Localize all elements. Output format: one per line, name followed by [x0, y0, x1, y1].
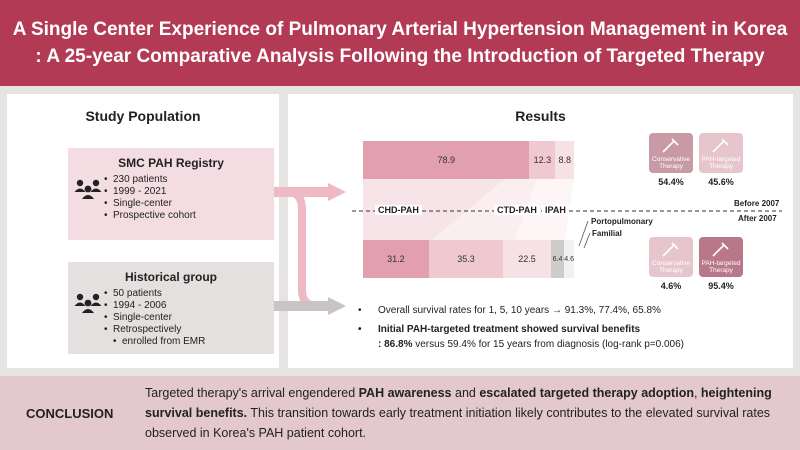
segment-label: 78.9: [437, 155, 455, 165]
historical-arrowhead: [328, 297, 346, 315]
conclusion-part: Targeted therapy's arrival engendered: [145, 386, 359, 400]
syringe-icon: [712, 138, 729, 153]
bar-segment-ipah: 8.8: [555, 141, 574, 179]
badge-label: PAH-targeted Therapy: [701, 156, 741, 170]
historical-list: 50 patients 1994 - 2006 Single-center Re…: [104, 288, 205, 348]
segment-label: 6.4: [552, 255, 563, 263]
targeted-pct-before: 45.6%: [708, 177, 734, 187]
connector-band-ctd: [432, 179, 537, 240]
title-line-2: : A 25-year Comparative Analysis Followi…: [35, 46, 765, 67]
historical-title: Historical group: [124, 270, 217, 284]
list-item: 1999 - 2021: [104, 186, 196, 198]
label-before-2007: Before 2007: [734, 199, 780, 208]
results-findings: • Overall survival rates for 1, 5, 10 ye…: [356, 303, 684, 352]
conclusion-label: CONCLUSION: [26, 406, 114, 421]
label-chd-pah: CHD-PAH: [375, 205, 422, 215]
label-ctd-pah: CTD-PAH: [494, 205, 540, 215]
list-item-continuation: enrolled from EMR: [104, 336, 205, 348]
conclusion-part: ,: [693, 386, 701, 400]
syringe-icon: [662, 242, 679, 257]
smc-registry-box: SMC PAH Registry 230 patients 1999 - 202…: [68, 148, 274, 240]
connector-band-chd: [363, 179, 505, 240]
targeted-therapy-badge: PAH-targeted Therapy: [699, 237, 743, 277]
segment-label: 8.8: [558, 155, 571, 165]
label-after-2007: After 2007: [738, 214, 777, 223]
conclusion-emphasis: PAH awareness: [358, 386, 452, 400]
badge-label: Conservative Therapy: [652, 156, 690, 170]
finding-targeted-text: Initial PAH-targeted treatment showed su…: [378, 324, 641, 335]
conclusion-part: This transition towards early treatment …: [145, 406, 771, 440]
list-item: Single-center: [104, 312, 205, 324]
bullet-icon: •: [358, 305, 362, 316]
conclusion-text: Targeted therapy's arrival engendered PA…: [145, 383, 790, 443]
finding-survival: • Overall survival rates for 1, 5, 10 ye…: [356, 303, 684, 318]
targeted-therapy-badge: PAH-targeted Therapy: [699, 133, 743, 173]
conclusion-emphasis: heightening survival benefits.: [145, 386, 772, 420]
segment-label: 12.3: [533, 155, 552, 165]
segment-label: 35.3: [457, 254, 475, 264]
registry-title: SMC PAH Registry: [118, 156, 224, 170]
finding-targeted: • Initial PAH-targeted treatment showed …: [356, 322, 684, 337]
targeted-pct-after: 95.4%: [708, 281, 734, 291]
people-icon: [74, 179, 102, 199]
list-item: Prospective cohort: [104, 210, 196, 222]
historical-group-box: Historical group 50 patients 1994 - 2006…: [68, 262, 274, 354]
syringe-icon: [712, 242, 729, 257]
bar-segment-familial: 4.6: [564, 240, 574, 278]
header-banner: A Single Center Experience of Pulmonary …: [0, 0, 800, 86]
finding-targeted-detail: : 86.8% versus 59.4% for 15 years from d…: [356, 337, 684, 352]
list-item: Single-center: [104, 198, 196, 210]
study-population-title: Study Population: [85, 108, 201, 124]
conservative-pct-before: 54.4%: [658, 177, 684, 187]
conservative-pct-after: 4.6%: [660, 281, 682, 291]
conservative-therapy-badge: Conservative Therapy: [649, 237, 693, 277]
badge-label: PAH-targeted Therapy: [701, 260, 741, 274]
finding-survival-text: Overall survival rates for 1, 5, 10 year…: [378, 305, 661, 316]
list-item: 1994 - 2006: [104, 300, 205, 312]
conclusion-emphasis: escalated targeted therapy adoption: [479, 386, 694, 400]
label-portopulmonary: Portopulmonary: [591, 217, 653, 226]
bar-segment-chd: 78.9: [363, 141, 530, 179]
segment-label: 4.6: [564, 255, 574, 263]
bullet-icon: •: [358, 324, 362, 335]
before-2007-bar: 78.9 12.3 8.8: [363, 141, 574, 179]
bar-segment-ctd: 35.3: [428, 240, 504, 278]
list-item: Retrospectively: [104, 324, 205, 336]
after-2007-bar: 31.2 35.3 22.5 6.4 4.6: [363, 240, 574, 278]
finding-detail-bold: : 86.8%: [378, 339, 413, 350]
bar-segment-chd: 31.2: [363, 240, 429, 278]
finding-detail-rest: versus 59.4% for 15 years from diagnosis…: [412, 339, 684, 350]
conservative-therapy-badge: Conservative Therapy: [649, 133, 693, 173]
label-ipah: IPAH: [542, 205, 569, 215]
results-title: Results: [515, 108, 566, 124]
list-item: 50 patients: [104, 288, 205, 300]
bar-segment-portopulmonary: 6.4: [550, 240, 565, 278]
registry-list: 230 patients 1999 - 2021 Single-center P…: [104, 174, 196, 222]
syringe-icon: [662, 138, 679, 153]
segment-label: 31.2: [387, 254, 405, 264]
bar-segment-ctd: 12.3: [529, 141, 556, 179]
label-familial: Familial: [592, 229, 622, 238]
list-item: 230 patients: [104, 174, 196, 186]
bar-segment-ipah: 22.5: [503, 240, 551, 278]
badge-label: Conservative Therapy: [652, 260, 690, 274]
people-icon: [74, 293, 102, 313]
conclusion-section: CONCLUSION Targeted therapy's arrival en…: [0, 376, 800, 450]
conclusion-part: and: [451, 386, 480, 400]
registry-arrowhead: [328, 183, 346, 201]
title-line-1: A Single Center Experience of Pulmonary …: [12, 19, 788, 40]
segment-label: 22.5: [518, 254, 536, 264]
